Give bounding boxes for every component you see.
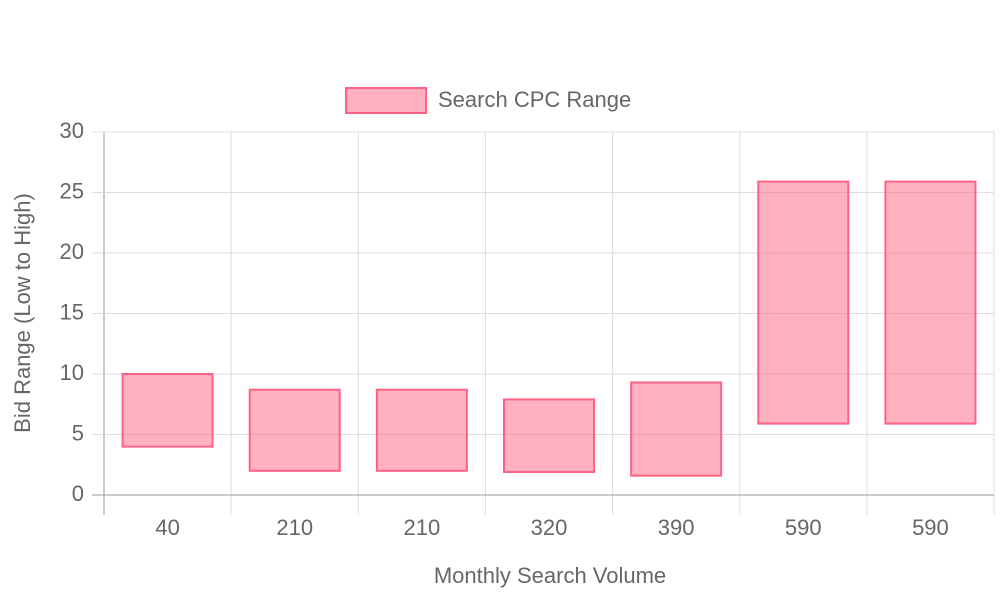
bar	[503, 398, 595, 474]
bar	[884, 180, 977, 425]
y-axis-title: Bid Range (Low to High)	[10, 193, 35, 433]
x-tick-label: 320	[531, 515, 568, 540]
x-tick-label: 590	[912, 515, 949, 540]
x-tick-label: 390	[658, 515, 695, 540]
bar	[630, 381, 723, 477]
y-tick-label: 15	[60, 299, 84, 324]
legend-swatch	[345, 87, 427, 114]
bar	[757, 180, 850, 425]
x-tick-label: 210	[276, 515, 313, 540]
x-axis-title: Monthly Search Volume	[434, 563, 666, 588]
bar	[121, 373, 214, 448]
y-tick-label: 10	[60, 360, 84, 385]
bar	[375, 388, 468, 472]
y-tick-label: 20	[60, 239, 84, 264]
bar	[248, 388, 341, 472]
y-tick-label: 5	[72, 420, 84, 445]
x-tick-label: 210	[403, 515, 440, 540]
legend-label: Search CPC Range	[438, 87, 631, 112]
y-tick-label: 30	[60, 118, 84, 143]
y-tick-label: 25	[60, 178, 84, 203]
x-tick-label: 590	[785, 515, 822, 540]
y-tick-label: 0	[72, 481, 84, 506]
x-tick-label: 40	[155, 515, 179, 540]
